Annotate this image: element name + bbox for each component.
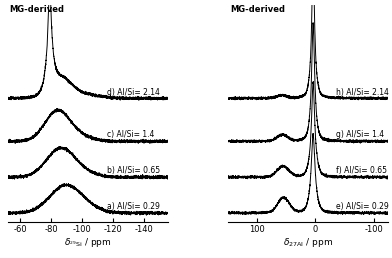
Text: a) Al/Si= 0.29: a) Al/Si= 0.29 [107, 202, 160, 211]
Text: f) Al/Si= 0.65: f) Al/Si= 0.65 [336, 166, 387, 175]
Text: c) Al/Si= 1.4: c) Al/Si= 1.4 [107, 131, 154, 140]
Text: b) Al/Si= 0.65: b) Al/Si= 0.65 [107, 166, 160, 175]
Text: MG-derived: MG-derived [230, 5, 285, 14]
X-axis label: $\delta_{^{29}\mathrm{Si}}$ / ppm: $\delta_{^{29}\mathrm{Si}}$ / ppm [64, 236, 111, 249]
X-axis label: $\delta_{27\mathrm{Al}}$ / ppm: $\delta_{27\mathrm{Al}}$ / ppm [283, 236, 333, 249]
Text: MG-derived: MG-derived [9, 5, 64, 14]
Text: g) Al/Si= 1.4: g) Al/Si= 1.4 [336, 131, 384, 140]
Text: e) Al/Si= 0.29: e) Al/Si= 0.29 [336, 202, 388, 211]
Text: h) Al/Si= 2.14: h) Al/Si= 2.14 [336, 87, 389, 96]
Text: d) Al/Si= 2.14: d) Al/Si= 2.14 [107, 87, 160, 96]
